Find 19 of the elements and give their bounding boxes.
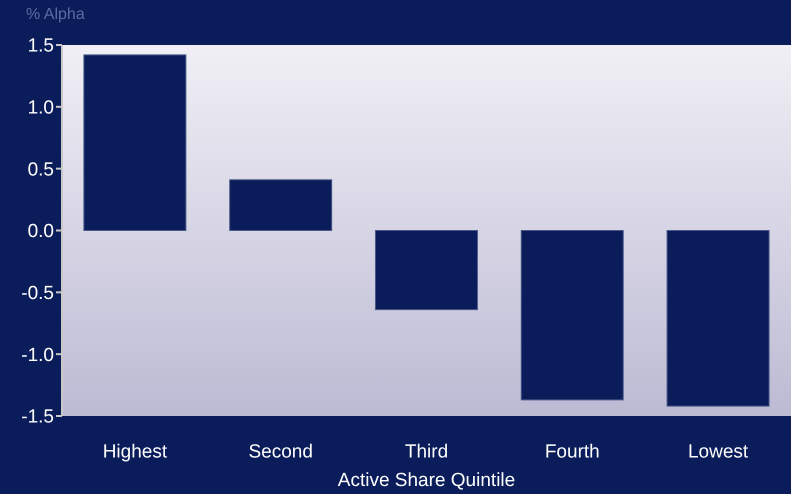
y-tick-label: -0.5 xyxy=(21,283,54,304)
y-tick-label: 1.0 xyxy=(28,98,54,119)
x-tick-label: Fourth xyxy=(544,441,600,462)
bar xyxy=(520,230,624,400)
x-tick-label: Lowest xyxy=(688,441,749,462)
y-tick-label: -1.0 xyxy=(21,344,54,366)
bar xyxy=(374,230,478,310)
y-tick-label: 1.5 xyxy=(28,36,54,57)
bar xyxy=(83,54,186,231)
y-axis-title: % Alpha xyxy=(26,6,85,24)
bar xyxy=(666,230,770,407)
x-tick-label: Third xyxy=(404,441,448,462)
y-tick-label: -1.5 xyxy=(21,406,54,428)
x-tick-label: Second xyxy=(248,441,313,462)
x-tick-label: Highest xyxy=(102,441,168,462)
y-tick-label: 0.0 xyxy=(28,221,54,242)
y-tick-label: 0.5 xyxy=(28,159,54,180)
bar xyxy=(229,179,332,231)
x-axis-title: Active Share Quintile xyxy=(338,470,516,491)
